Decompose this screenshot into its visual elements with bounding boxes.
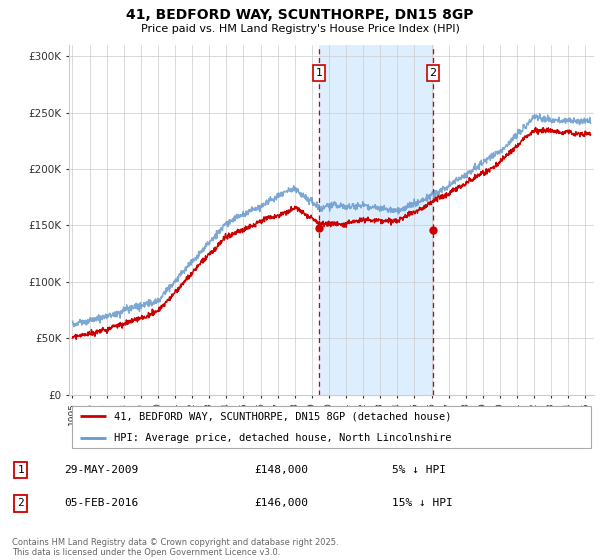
Text: 41, BEDFORD WAY, SCUNTHORPE, DN15 8GP: 41, BEDFORD WAY, SCUNTHORPE, DN15 8GP xyxy=(126,8,474,22)
Text: 1: 1 xyxy=(17,465,24,475)
Text: Price paid vs. HM Land Registry's House Price Index (HPI): Price paid vs. HM Land Registry's House … xyxy=(140,24,460,34)
Text: 29-MAY-2009: 29-MAY-2009 xyxy=(64,465,138,475)
Text: 2: 2 xyxy=(430,68,437,78)
Text: £146,000: £146,000 xyxy=(254,498,308,508)
Text: 5% ↓ HPI: 5% ↓ HPI xyxy=(392,465,446,475)
Text: £148,000: £148,000 xyxy=(254,465,308,475)
Text: 1: 1 xyxy=(316,68,322,78)
Bar xyxy=(319,45,433,395)
Text: HPI: Average price, detached house, North Lincolnshire: HPI: Average price, detached house, Nort… xyxy=(113,433,451,443)
Text: 05-FEB-2016: 05-FEB-2016 xyxy=(64,498,138,508)
FancyBboxPatch shape xyxy=(71,405,592,449)
Text: 15% ↓ HPI: 15% ↓ HPI xyxy=(392,498,453,508)
Text: 2: 2 xyxy=(17,498,24,508)
Text: 41, BEDFORD WAY, SCUNTHORPE, DN15 8GP (detached house): 41, BEDFORD WAY, SCUNTHORPE, DN15 8GP (d… xyxy=(113,411,451,421)
Text: Contains HM Land Registry data © Crown copyright and database right 2025.
This d: Contains HM Land Registry data © Crown c… xyxy=(12,538,338,557)
